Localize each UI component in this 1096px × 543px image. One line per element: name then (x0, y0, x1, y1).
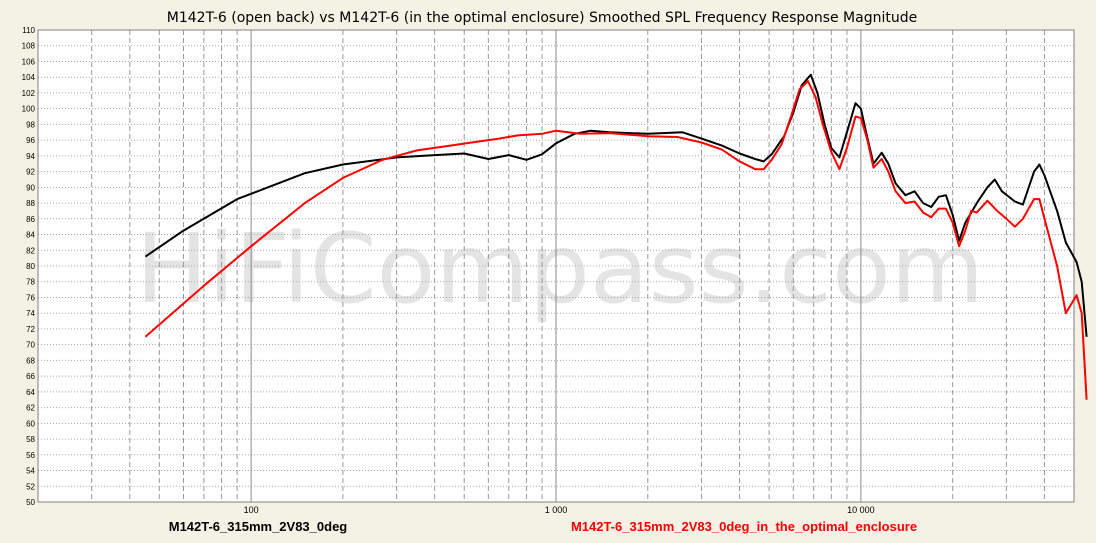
legend: M142T-6_315mm_2V83_0deg M142T-6_315mm_2V… (169, 519, 917, 534)
series-lines (144, 73, 1088, 400)
series-line-open-back (144, 73, 1088, 337)
legend-entry-optimal-enclosure: M142T-6_315mm_2V83_0deg_in_the_optimal_e… (571, 519, 917, 534)
y-tick-label: 106 (22, 57, 36, 66)
y-tick-label: 52 (26, 482, 35, 491)
y-tick-label: 68 (26, 356, 35, 365)
y-tick-label: 60 (26, 419, 35, 428)
y-tick-label: 54 (26, 467, 35, 476)
y-tick-label: 72 (26, 325, 35, 334)
y-tick-label: 74 (26, 309, 35, 318)
y-tick-label: 104 (22, 73, 36, 82)
watermark-layer: HiFiCompass.com (136, 213, 984, 325)
y-tick-label: 100 (22, 105, 36, 114)
series-line-optimal-enclosure (144, 80, 1088, 400)
y-tick-label: 96 (26, 136, 35, 145)
y-tick-label: 62 (26, 404, 35, 413)
x-tick-label: 100 (244, 505, 259, 515)
grid-lines (37, 29, 1075, 503)
y-tick-label: 90 (26, 183, 35, 192)
y-tick-label: 108 (22, 42, 36, 51)
y-tick-label: 76 (26, 293, 35, 302)
x-axis-ticks: 100 1 000 10 000 (244, 505, 875, 515)
y-tick-label: 84 (26, 231, 35, 240)
x-tick-label: 10 000 (847, 505, 875, 515)
y-tick-label: 86 (26, 215, 35, 224)
y-tick-label: 88 (26, 199, 35, 208)
y-tick-label: 78 (26, 278, 35, 287)
y-tick-label: 64 (26, 388, 35, 397)
watermark-text: HiFiCompass.com (136, 213, 984, 325)
x-tick-label: 1 000 (545, 505, 568, 515)
y-tick-label: 56 (26, 451, 35, 460)
legend-entry-open-back: M142T-6_315mm_2V83_0deg (169, 519, 348, 534)
y-tick-label: 50 (26, 498, 35, 507)
y-tick-label: 66 (26, 372, 35, 381)
y-tick-label: 82 (26, 246, 35, 255)
y-tick-label: 70 (26, 341, 35, 350)
y-tick-label: 102 (22, 89, 36, 98)
y-tick-label: 92 (26, 168, 35, 177)
y-axis-ticks: 50 52 54 56 58 60 62 64 66 68 70 72 74 76 78 80 82 84 86 88… (22, 26, 36, 507)
plot-border (37, 29, 1075, 503)
y-tick-label: 98 (26, 120, 35, 129)
y-tick-label: 80 (26, 262, 35, 271)
y-tick-label: 58 (26, 435, 35, 444)
y-tick-label: 110 (22, 26, 35, 35)
chart-title: M142T-6 (open back) vs M142T-6 (in the o… (167, 10, 917, 26)
y-tick-label: 94 (26, 152, 35, 161)
